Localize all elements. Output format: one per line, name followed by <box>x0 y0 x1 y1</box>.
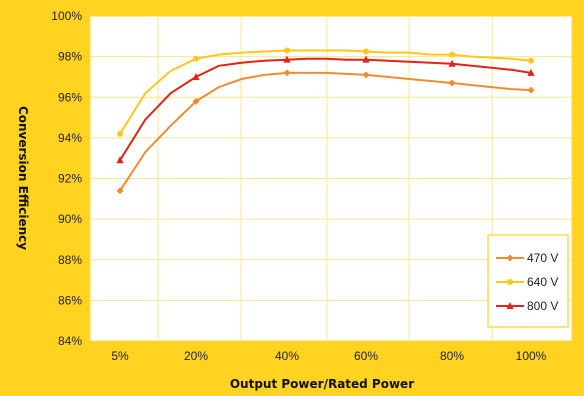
series-470v <box>116 69 535 195</box>
data-point <box>284 47 290 54</box>
data-point <box>283 55 291 63</box>
y-tick-label: 100% <box>51 9 82 23</box>
y-tick-label: 84% <box>58 334 82 348</box>
data-point <box>117 130 123 137</box>
data-point <box>193 55 199 62</box>
x-tick-label: 20% <box>184 349 208 363</box>
y-tick-label: 86% <box>58 293 82 307</box>
x-tick-label: 60% <box>354 349 378 363</box>
legend-label: 470 V <box>527 251 558 265</box>
legend-item: 800 V <box>496 299 558 313</box>
y-tick-label: 88% <box>58 253 82 267</box>
y-tick-label: 90% <box>58 212 82 226</box>
data-point <box>448 79 456 87</box>
y-tick-label: 94% <box>58 131 82 145</box>
plot-border <box>89 15 573 342</box>
x-tick-label: 5% <box>111 349 129 363</box>
legend-label: 640 V <box>527 275 558 289</box>
data-point <box>362 71 370 79</box>
series-640v <box>117 47 534 137</box>
series-line <box>119 71 532 192</box>
series-800v <box>116 55 535 164</box>
data-point <box>192 72 200 80</box>
x-tick-label: 100% <box>516 349 547 363</box>
data-point <box>528 57 534 64</box>
data-point <box>116 156 124 164</box>
y-axis-title: Conversion Efficiency <box>16 106 30 250</box>
x-axis-title: Output Power/Rated Power <box>230 377 414 391</box>
data-point <box>362 55 370 63</box>
legend-item: 470 V <box>496 251 558 265</box>
data-point <box>363 48 369 55</box>
grid <box>89 15 573 342</box>
data-point <box>283 69 291 77</box>
data-point <box>116 187 124 195</box>
data-point <box>527 86 535 94</box>
legend-label: 800 V <box>527 299 558 313</box>
x-tick-label: 80% <box>440 349 464 363</box>
legend-marker <box>507 279 513 285</box>
y-tick-label: 92% <box>58 172 82 186</box>
legend: 470 V 640 V 800 V <box>487 234 569 328</box>
series-group <box>116 47 535 195</box>
legend-marker <box>506 302 514 309</box>
legend-item: 640 V <box>496 275 558 289</box>
x-axis-ticks: 5% 20% 40% 60% 80% 100% <box>111 349 546 363</box>
data-point <box>448 59 456 67</box>
x-tick-label: 40% <box>275 349 299 363</box>
y-tick-label: 98% <box>58 50 82 64</box>
data-point <box>527 68 535 76</box>
data-point <box>192 97 200 105</box>
y-axis-ticks: 84% 86% 88% 90% 92% 94% 96% 98% 100% <box>51 9 82 348</box>
data-point <box>449 51 455 58</box>
series-line <box>119 57 532 161</box>
series-line <box>119 49 532 135</box>
legend-marker <box>506 254 514 262</box>
y-tick-label: 96% <box>58 90 82 104</box>
